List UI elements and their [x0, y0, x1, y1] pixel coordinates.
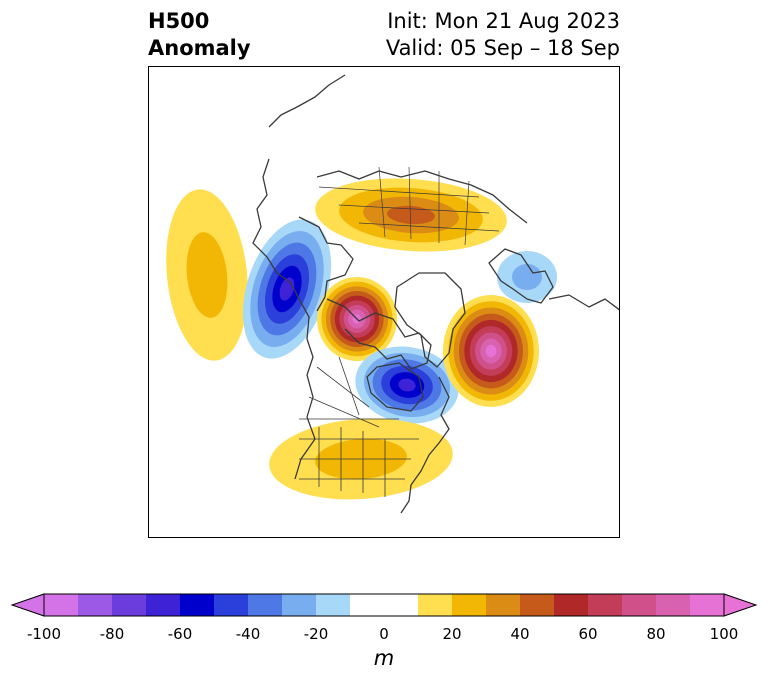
colorbar-tick-label: 20	[442, 625, 462, 643]
map-panel	[148, 66, 620, 538]
colorbar-tick-label: -40	[235, 625, 261, 643]
coastline-north-america-west	[252, 158, 316, 480]
colorbar-tick-label: 60	[578, 625, 598, 643]
colorbar-extend-high	[723, 593, 758, 617]
colorbar-unit-label: m	[373, 646, 395, 670]
forecast-times: Init: Mon 21 Aug 2023 Valid: 05 Sep – 18…	[386, 8, 620, 62]
coastline-hudson-bay	[366, 362, 424, 412]
init-time: Init: Mon 21 Aug 2023	[387, 9, 620, 33]
valid-period: Valid: 05 Sep – 18 Sep	[385, 36, 620, 60]
anomaly-contour-20	[186, 232, 228, 318]
colorbar-tick-label: 0	[379, 625, 389, 643]
anomaly-center-trough-7	[497, 251, 557, 303]
colorbar-bin-8	[316, 594, 350, 616]
colorbar-tick-label: -80	[99, 625, 125, 643]
colorbar-bin-14	[554, 594, 588, 616]
colorbar-bin-9	[350, 594, 418, 616]
map-title: H500 Anomaly	[148, 8, 251, 62]
colorbar-bin-3	[146, 594, 180, 616]
colorbar-bin-12	[486, 594, 520, 616]
colorbar-bin-4	[180, 594, 214, 616]
coastline-scandinavia	[488, 248, 554, 304]
colorbar-bin-2	[112, 594, 146, 616]
colorbar-tick-label: -20	[303, 625, 329, 643]
anomaly-contour-90	[485, 344, 497, 358]
colorbar-extend-low	[10, 593, 45, 617]
colorbar-border	[43, 593, 725, 617]
coastline-alaska	[298, 216, 354, 312]
anomaly-center-trough-4	[355, 346, 459, 424]
colorbar-tick-label: -60	[167, 625, 193, 643]
colorbar-bin-15	[588, 594, 622, 616]
colorbar-bin-10	[418, 594, 452, 616]
coastlines-and-borders	[252, 74, 619, 514]
anomaly-contour--20	[512, 264, 542, 290]
coastline-eurasia-north	[316, 170, 528, 224]
map-title-line-1: H500	[148, 9, 210, 33]
colorbar-tick-label: -100	[26, 625, 62, 643]
us-state-borders	[299, 418, 419, 497]
anomaly-contour--60	[398, 378, 416, 392]
anomaly-contour-40	[387, 205, 435, 225]
colorbar-bin-13	[520, 594, 554, 616]
colorbar-bin-17	[656, 594, 690, 616]
russia-admin-borders	[318, 166, 500, 246]
anomaly-center-ridge-0	[315, 178, 507, 252]
coastline-north-america-east	[400, 376, 450, 514]
map-title-line-2: Anomaly	[148, 36, 251, 60]
canada-province-borders	[308, 356, 380, 428]
anomaly-center-ridge-1	[166, 189, 248, 361]
anomaly-map	[166, 74, 619, 514]
colorbar-bin-18	[690, 594, 724, 616]
anomaly-shading	[166, 178, 557, 500]
colorbar-bin-16	[622, 594, 656, 616]
coastline-europe	[548, 294, 619, 311]
colorbar-bin-0	[44, 594, 78, 616]
colorbar-bin-5	[214, 594, 248, 616]
colorbar-bin-1	[78, 594, 112, 616]
colorbar-tick-label: 40	[510, 625, 530, 643]
coastline-arctic-archipelago	[326, 298, 432, 370]
anomaly-center-ridge-5	[443, 295, 539, 407]
coastline-greenland	[394, 272, 466, 368]
colorbar-bin-11	[452, 594, 486, 616]
colorbar	[10, 593, 758, 617]
colorbar-bin-6	[248, 594, 282, 616]
colorbar-bin-7	[282, 594, 316, 616]
coastline-asia-east	[268, 74, 346, 128]
colorbar-tick-label: 80	[646, 625, 666, 643]
colorbar-tick-label: 100	[709, 625, 739, 643]
